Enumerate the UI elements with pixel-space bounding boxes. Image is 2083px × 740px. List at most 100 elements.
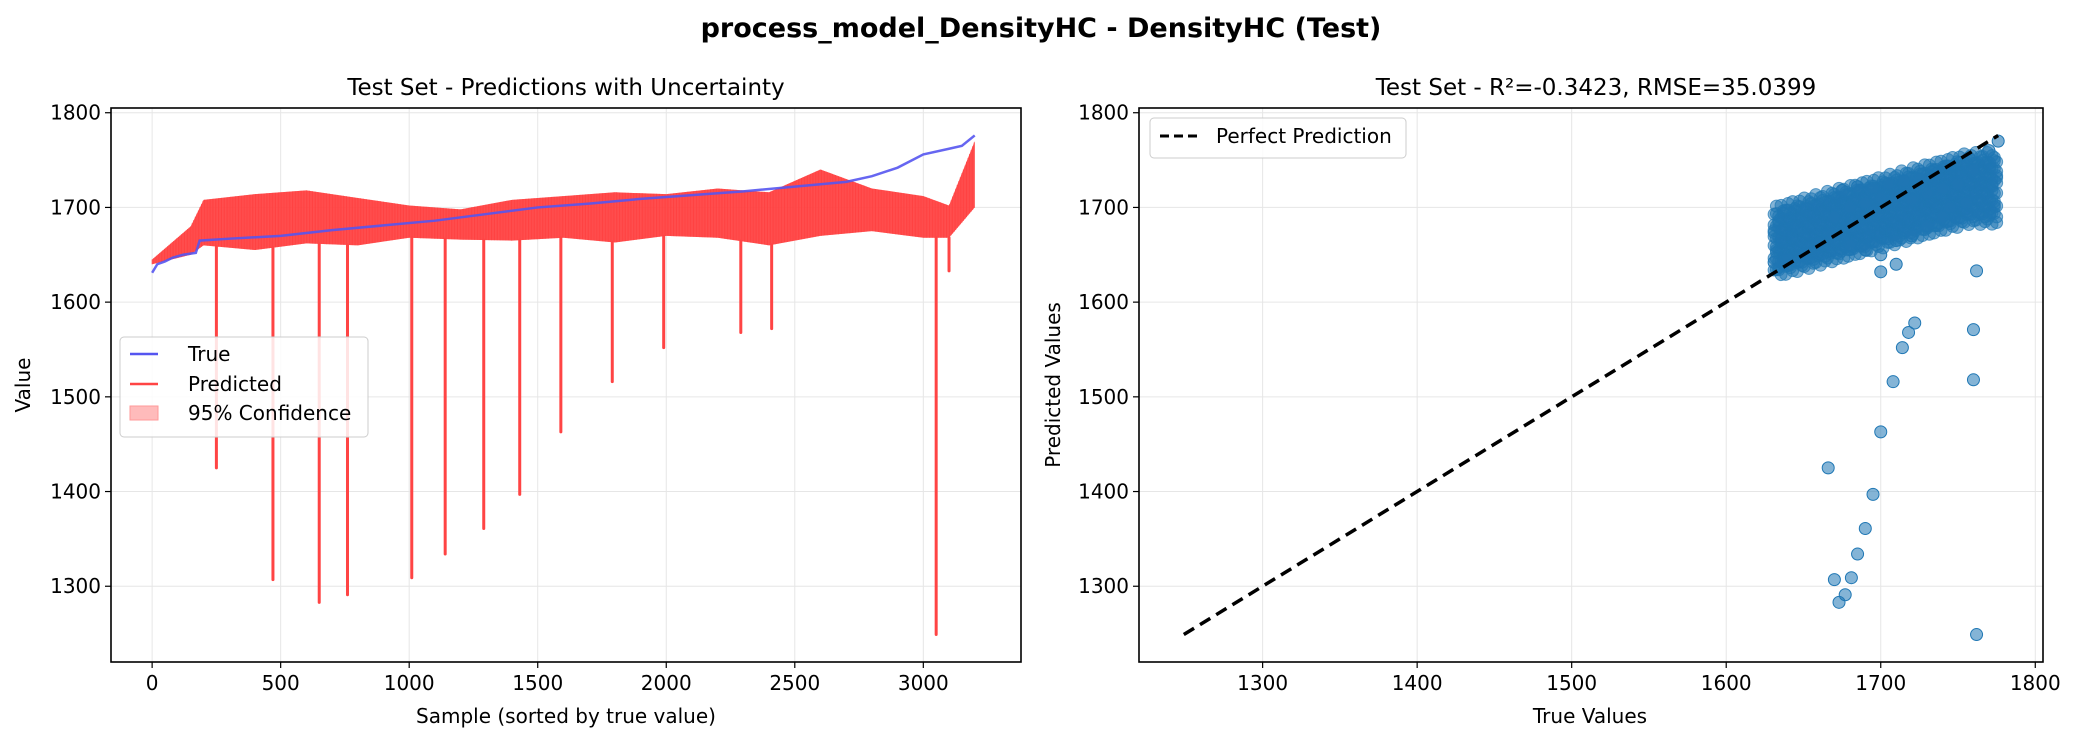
legend-perfect-label: Perfect Prediction bbox=[1216, 124, 1392, 148]
left-ytick-label: 1500 bbox=[50, 385, 101, 409]
scatter-point bbox=[1874, 265, 1888, 279]
left-ytick-label: 1300 bbox=[50, 574, 101, 598]
scatter-point bbox=[1936, 181, 1950, 195]
left-xtick-label: 1000 bbox=[384, 671, 435, 695]
legend-true-label: True bbox=[187, 342, 230, 366]
scatter-point bbox=[1843, 238, 1857, 252]
right-xtick-label: 1800 bbox=[2010, 671, 2061, 695]
right-legend: Perfect Prediction bbox=[1149, 117, 1407, 159]
scatter-outlier-point bbox=[1821, 461, 1835, 475]
right-points bbox=[1767, 134, 2005, 642]
right-ytick-label: 1800 bbox=[1078, 101, 1129, 125]
scatter-point bbox=[1936, 210, 1950, 224]
right-chart-title: Test Set - R²=-0.3423, RMSE=35.0399 bbox=[1375, 75, 1817, 101]
right-xtick-label: 1400 bbox=[1392, 671, 1443, 695]
right-plot-frame bbox=[1138, 107, 2044, 663]
left-xtick-label: 3000 bbox=[898, 671, 949, 695]
scatter-outlier-point bbox=[1902, 325, 1916, 339]
left-xtick-label: 500 bbox=[262, 671, 300, 695]
scatter-point bbox=[1990, 155, 2004, 169]
left-band bbox=[151, 141, 975, 265]
left-chart: Test Set - Predictions with Uncertainty … bbox=[11, 75, 1022, 728]
left-chart-title: Test Set - Predictions with Uncertainty bbox=[346, 75, 784, 101]
scatter-point bbox=[1767, 255, 1781, 269]
right-ytick-label: 1500 bbox=[1078, 385, 1129, 409]
scatter-point bbox=[1889, 257, 1903, 271]
scatter-outlier-point bbox=[1827, 573, 1841, 587]
scatter-point bbox=[1990, 199, 2004, 213]
scatter-point bbox=[1843, 200, 1857, 214]
right-ytick-label: 1300 bbox=[1078, 574, 1129, 598]
scatter-point bbox=[1897, 174, 1911, 188]
right-ytick-label: 1400 bbox=[1078, 480, 1129, 504]
scatter-outlier-point bbox=[1970, 628, 1984, 642]
scatter-point bbox=[1943, 200, 1957, 214]
right-xtick-label: 1500 bbox=[1546, 671, 1597, 695]
right-reference-line bbox=[1182, 133, 2000, 637]
scatter-point bbox=[1920, 219, 1934, 233]
left-xtick-label: 0 bbox=[146, 671, 159, 695]
left-xtick-label: 1500 bbox=[512, 671, 563, 695]
scatter-outlier-point bbox=[1866, 487, 1880, 501]
left-y-axis-label: Value bbox=[11, 358, 35, 413]
perfect-prediction-line bbox=[1182, 133, 2000, 637]
figure-title: process_model_DensityHC - DensityHC (Tes… bbox=[701, 13, 1382, 44]
left-ytick-label: 1600 bbox=[50, 290, 101, 314]
right-ytick-label: 1600 bbox=[1078, 290, 1129, 314]
scatter-outlier-point bbox=[1895, 341, 1909, 355]
left-x-axis-label: Sample (sorted by true value) bbox=[416, 704, 716, 728]
legend-predicted-label: Predicted bbox=[188, 372, 282, 396]
scatter-point bbox=[1905, 229, 1919, 243]
left-ytick-label: 1700 bbox=[50, 195, 101, 219]
left-xticks: 0 500 1000 1500 2000 2500 3000 bbox=[146, 662, 949, 695]
scatter-point bbox=[1920, 186, 1934, 200]
left-true-line bbox=[151, 134, 976, 274]
scatter-point bbox=[1866, 181, 1880, 195]
scatter-outlier-point bbox=[1874, 425, 1888, 439]
right-chart: Test Set - R²=-0.3423, RMSE=35.0399 1300… bbox=[1041, 75, 2061, 728]
scatter-outlier-point bbox=[1966, 323, 1980, 337]
scatter-point bbox=[1881, 177, 1895, 191]
scatter-outlier-point bbox=[1838, 588, 1852, 602]
scatter-point bbox=[1835, 183, 1849, 197]
left-plot-frame bbox=[110, 107, 1022, 663]
left-ytick-label: 1400 bbox=[50, 480, 101, 504]
legend-confidence-label: 95% Confidence bbox=[188, 401, 351, 425]
scatter-outlier-point bbox=[1844, 571, 1858, 585]
scatter-outlier-point bbox=[1970, 264, 1984, 278]
scatter-outlier-point bbox=[1908, 316, 1922, 330]
right-ytick-label: 1700 bbox=[1078, 195, 1129, 219]
scatter-point bbox=[1982, 144, 1996, 158]
right-legend-box bbox=[1149, 117, 1407, 159]
scatter-point bbox=[1959, 196, 1973, 210]
right-yticks: 1300 1400 1500 1600 1700 1800 bbox=[1078, 101, 1139, 598]
scatter-point bbox=[1966, 163, 1980, 177]
left-legend: True Predicted 95% Confidence bbox=[119, 336, 369, 438]
left-legend-box bbox=[119, 336, 369, 438]
scatter-point bbox=[1851, 180, 1865, 194]
scatter-outlier-point bbox=[1886, 375, 1900, 389]
scatter-outlier-point bbox=[1858, 521, 1872, 535]
right-x-axis-label: True Values bbox=[1532, 704, 1647, 728]
scatter-point bbox=[1858, 243, 1872, 257]
scatter-point bbox=[1951, 177, 1965, 191]
scatter-outlier-point bbox=[1966, 373, 1980, 387]
left-xtick-label: 2500 bbox=[769, 671, 820, 695]
scatter-point bbox=[1889, 234, 1903, 248]
scatter-outlier-point bbox=[1851, 547, 1865, 561]
right-xtick-label: 1600 bbox=[1701, 671, 1752, 695]
right-xtick-label: 1300 bbox=[1237, 671, 1288, 695]
left-yticks: 1300 1400 1500 1600 1700 1800 bbox=[50, 101, 111, 598]
right-xtick-label: 1700 bbox=[1855, 671, 1906, 695]
left-xtick-label: 2000 bbox=[641, 671, 692, 695]
true-series-line bbox=[151, 134, 976, 274]
scatter-point bbox=[1874, 248, 1888, 262]
right-xticks: 1300 1400 1500 1600 1700 1800 bbox=[1237, 662, 2061, 695]
scatter-point bbox=[1858, 196, 1872, 210]
left-ytick-label: 1800 bbox=[50, 101, 101, 125]
scatter-point bbox=[1874, 191, 1888, 205]
scatter-point bbox=[1905, 193, 1919, 207]
legend-confidence-swatch bbox=[129, 405, 159, 421]
right-y-axis-label: Predicted Values bbox=[1041, 302, 1065, 468]
